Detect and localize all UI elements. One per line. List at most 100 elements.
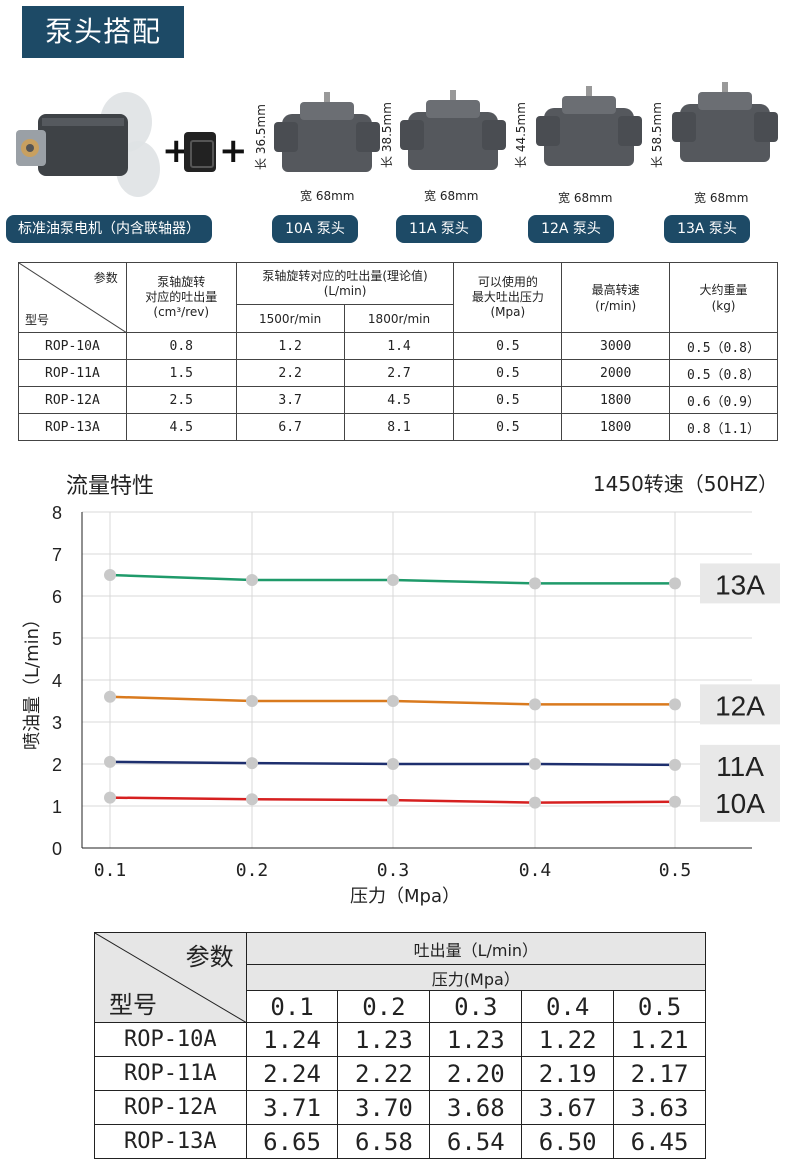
series-label-13A: 13A <box>715 569 765 600</box>
spec-model: ROP-11A <box>18 359 127 387</box>
data-point-12A <box>104 690 116 703</box>
flow-value: 1.23 <box>429 1022 523 1057</box>
pump-13a-length: 长 58.5mm <box>650 102 664 168</box>
spec-f1500: 3.7 <box>235 386 345 414</box>
spec-model: ROP-10A <box>18 332 127 360</box>
data-point-13A <box>669 577 681 590</box>
pump-12a-image <box>534 86 642 172</box>
spec-weight: 0.5（0.8） <box>669 332 778 360</box>
series-label-bg-10A <box>700 781 780 822</box>
flow-value: 6.50 <box>521 1124 615 1159</box>
series-label-bg-11A <box>700 744 780 785</box>
y-tick-label: 6 <box>52 587 62 607</box>
table-row: ROP-13A 6.65 6.58 6.54 6.50 6.45 <box>94 1124 706 1159</box>
x-axis-label: 压力（Mpa） <box>350 886 460 907</box>
data-point-13A <box>529 577 541 590</box>
data-point-11A <box>529 758 541 770</box>
chart-title: 流量特性 <box>66 474 155 499</box>
spec-f1800: 1.4 <box>343 332 455 360</box>
pump-10a-image <box>272 92 380 178</box>
data-point-10A <box>104 791 116 804</box>
pump-11a-image <box>398 90 506 176</box>
data-point-12A <box>669 698 681 711</box>
spec-disp: 2.5 <box>125 386 237 414</box>
flow-value: 1.22 <box>521 1022 615 1057</box>
spec-f1500: 6.7 <box>235 413 345 441</box>
x-tick-label: 0.2 <box>236 860 269 881</box>
x-tick-label: 0.4 <box>519 860 552 881</box>
flow-value: 3.70 <box>337 1090 431 1125</box>
spec-corner-model: 型号 <box>25 313 50 327</box>
spec-f1800: 4.5 <box>343 386 455 414</box>
pump-10a-length: 长 36.5mm <box>254 104 268 170</box>
spec-press: 0.5 <box>453 332 563 360</box>
data-point-13A <box>104 569 116 581</box>
table-row: ROP-10A 0.8 1.2 1.4 0.5 3000 0.5（0.8） <box>18 332 778 360</box>
spec-f1500: 1.2 <box>235 332 345 360</box>
spec-speed: 1800 <box>561 413 671 441</box>
table-row: ROP-10A 1.24 1.23 1.23 1.22 1.21 <box>94 1022 706 1057</box>
flow-value: 3.68 <box>429 1090 523 1125</box>
data-point-10A <box>246 793 258 806</box>
flow-value: 3.67 <box>521 1090 615 1125</box>
spec-weight: 0.5（0.8） <box>669 359 778 387</box>
y-axis-label: 喷油量（L/min） <box>22 610 43 750</box>
pump-12a-width: 宽 68mm <box>558 191 613 205</box>
y-tick-label: 0 <box>52 839 62 859</box>
flow-value: 3.63 <box>613 1090 706 1125</box>
flow-value: 1.21 <box>613 1022 706 1057</box>
section-title: 泵头搭配 <box>22 6 184 58</box>
flow-model: ROP-12A <box>94 1090 247 1125</box>
flow-corner-param: 参数 <box>185 943 234 971</box>
spec-disp: 1.5 <box>125 359 237 387</box>
series-label-12A: 12A <box>715 690 765 721</box>
motor-label: 标准油泵电机（内含联轴器） <box>6 215 212 243</box>
pump-13a-width: 宽 68mm <box>694 191 749 205</box>
data-point-10A <box>529 796 541 809</box>
x-tick-label: 0.1 <box>94 860 127 881</box>
flow-value: 3.71 <box>245 1090 339 1125</box>
flow-value: 2.17 <box>613 1056 706 1091</box>
flow-value: 2.20 <box>429 1056 523 1091</box>
series-label-bg-13A <box>700 563 780 604</box>
motor-image <box>16 92 160 197</box>
pump-13a-image <box>670 82 778 168</box>
spec-f1800: 2.7 <box>343 359 455 387</box>
plus-sign-2: + <box>219 131 248 171</box>
y-tick-label: 7 <box>52 545 62 565</box>
spec-speed: 1800 <box>561 386 671 414</box>
flow-table: 参数 型号 吐出量（L/min） 压力(Mpa） 0.1 0.2 0.3 0.4… <box>94 932 707 1159</box>
data-point-11A <box>669 758 681 771</box>
spec-corner-param: 参数 <box>93 271 118 285</box>
table-row: ROP-12A 2.5 3.7 4.5 0.5 1800 0.6（0.9） <box>18 386 778 414</box>
table-row: ROP-12A 3.71 3.70 3.68 3.67 3.63 <box>94 1090 706 1125</box>
flow-corner-cell: 参数 型号 <box>94 932 247 1023</box>
spec-press: 0.5 <box>453 359 563 387</box>
flow-pressure-col: 0.1 <box>245 990 339 1023</box>
flow-header-flow: 吐出量（L/min） <box>245 932 707 965</box>
table-row: ROP-11A 2.24 2.22 2.20 2.19 2.17 <box>94 1056 706 1091</box>
spec-header-displacement: 泵轴旋转 对应的吐出量 (cm³/rev) <box>125 262 237 333</box>
y-tick-label: 8 <box>52 503 62 523</box>
flow-value: 2.19 <box>521 1056 615 1091</box>
flow-value: 1.23 <box>337 1022 431 1057</box>
spec-disp: 4.5 <box>125 413 237 441</box>
flow-corner-model: 型号 <box>109 991 157 1019</box>
flow-value: 6.54 <box>429 1124 523 1159</box>
pump-12a-length: 长 44.5mm <box>514 102 528 168</box>
data-point-11A <box>246 757 258 770</box>
flow-value: 6.45 <box>613 1124 706 1159</box>
data-point-12A <box>529 698 541 711</box>
spec-f1800: 8.1 <box>343 413 455 441</box>
flow-value: 6.58 <box>337 1124 431 1159</box>
spec-header-speed: 最高转速 (r/min) <box>561 262 671 333</box>
y-tick-label: 2 <box>52 755 62 775</box>
data-point-12A <box>246 695 258 707</box>
spec-disp: 0.8 <box>125 332 237 360</box>
spec-header-1800: 1800r/min <box>343 304 455 333</box>
flow-pressure-col: 0.4 <box>521 990 615 1023</box>
flow-pressure-col: 0.2 <box>337 990 431 1023</box>
coupler-image <box>184 132 216 172</box>
data-point-11A <box>104 755 116 768</box>
pump-11a-label: 11A 泵头 <box>396 215 482 243</box>
